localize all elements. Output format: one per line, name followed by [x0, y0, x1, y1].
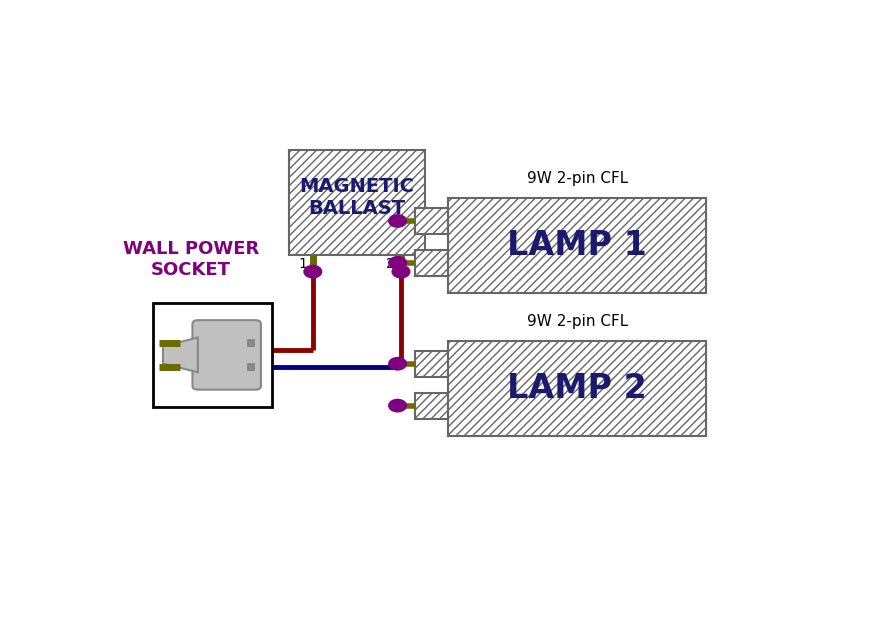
Bar: [153, 303, 272, 407]
Bar: [247, 363, 255, 371]
Text: 9W 2-pin CFL: 9W 2-pin CFL: [527, 171, 628, 186]
FancyBboxPatch shape: [192, 320, 261, 390]
Circle shape: [388, 256, 406, 269]
Text: LAMP 1: LAMP 1: [507, 229, 648, 262]
Circle shape: [388, 358, 406, 370]
Text: MAGNETIC
BALLAST: MAGNETIC BALLAST: [299, 177, 415, 218]
Bar: [415, 208, 449, 234]
Circle shape: [304, 266, 322, 278]
Text: 1: 1: [298, 257, 307, 271]
Polygon shape: [163, 337, 198, 372]
Circle shape: [388, 399, 406, 412]
Bar: [289, 150, 424, 255]
Bar: [449, 198, 706, 293]
Bar: [415, 392, 449, 418]
Text: LAMP 2: LAMP 2: [507, 372, 648, 405]
Bar: [415, 350, 449, 377]
Text: 2: 2: [387, 257, 396, 271]
Text: WALL POWER
SOCKET: WALL POWER SOCKET: [123, 240, 259, 279]
Bar: [449, 341, 706, 436]
Circle shape: [392, 266, 410, 278]
Text: 9W 2-pin CFL: 9W 2-pin CFL: [527, 314, 628, 329]
Bar: [415, 250, 449, 276]
Bar: [247, 339, 255, 347]
Circle shape: [388, 215, 406, 227]
